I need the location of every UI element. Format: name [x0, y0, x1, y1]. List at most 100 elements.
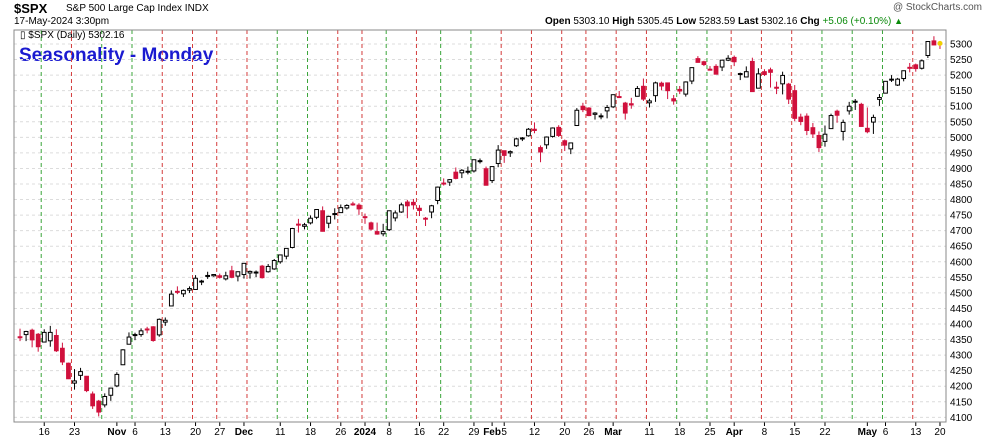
x-tick-label: 25 — [704, 427, 716, 438]
candle-body — [641, 85, 646, 100]
candle-body — [417, 207, 422, 211]
candle-body — [247, 270, 253, 274]
candle-body — [229, 270, 235, 278]
candle-body — [277, 254, 283, 263]
candle-body — [713, 65, 719, 75]
y-tick-label: 5050 — [950, 117, 973, 128]
candle-body — [320, 210, 326, 232]
candle-body — [175, 290, 180, 293]
candle-body — [695, 58, 701, 63]
x-tick-label: 26 — [583, 427, 595, 438]
candle-body — [616, 96, 622, 99]
x-tick-label: 26 — [335, 427, 347, 438]
candle-body — [737, 73, 743, 76]
x-tick-label: Nov — [107, 427, 126, 438]
x-tick-label: 12 — [529, 427, 541, 438]
candle-body — [411, 201, 416, 206]
chart-annotation: Seasonality - Monday — [19, 45, 214, 66]
open-value: 5303.10 — [573, 16, 610, 27]
candle-body — [513, 138, 519, 147]
high-label: High — [612, 16, 635, 27]
y-tick-label: 4850 — [950, 180, 973, 191]
candle-body — [72, 380, 77, 384]
y-tick-label: 4450 — [950, 304, 973, 315]
candle-body — [53, 335, 59, 352]
plot-frame — [13, 29, 947, 423]
candle-body — [707, 68, 713, 71]
candle-body — [235, 271, 241, 277]
candle-body — [181, 289, 186, 295]
y-tick-label: 4250 — [950, 366, 973, 377]
candle-body — [762, 71, 767, 75]
candle-body — [798, 116, 804, 122]
x-tick-label: Feb — [483, 427, 501, 438]
x-tick-label: 6 — [883, 427, 889, 438]
x-tick-label: 27 — [214, 427, 226, 438]
candle-body — [302, 224, 307, 227]
candle-body — [871, 116, 876, 123]
y-tick-label: 4100 — [950, 413, 973, 424]
candle-body — [840, 121, 846, 132]
candle-body — [126, 336, 132, 345]
x-tick-label: 22 — [819, 427, 831, 438]
candle-body — [483, 168, 489, 186]
x-tick-label: 16 — [39, 427, 51, 438]
x-tick-label: 18 — [674, 427, 686, 438]
y-tick-label: 4400 — [950, 320, 973, 331]
candle-body — [199, 280, 204, 283]
candle-body — [701, 61, 707, 66]
open-label: Open — [545, 16, 571, 27]
x-tick-label: 11 — [275, 427, 286, 438]
candle-body — [562, 140, 568, 146]
candle-body — [283, 247, 289, 257]
candle-body — [719, 59, 725, 68]
candle-body — [374, 231, 380, 235]
x-tick-label: Dec — [235, 427, 254, 438]
y-tick-label: 4600 — [950, 257, 973, 268]
candle-body — [931, 40, 937, 46]
candle-body — [647, 100, 652, 104]
quote-date: 17-May-2024 3:30pm — [14, 16, 110, 27]
x-tick-label: 20 — [934, 427, 946, 438]
candle-body — [532, 128, 537, 131]
brand-watermark: @ StockCharts.com — [892, 2, 982, 13]
candle-body — [822, 133, 828, 142]
candle-body — [205, 274, 211, 277]
candle-body — [120, 349, 126, 366]
candle-body — [253, 271, 259, 274]
candle-body — [423, 217, 428, 220]
x-tick-label: 13 — [160, 427, 172, 438]
candle-body — [290, 227, 295, 248]
candle-body — [610, 94, 616, 108]
candle-body — [556, 126, 562, 136]
candle-body — [501, 150, 507, 156]
chart-header: $SPX S&P 500 Large Cap Index INDX 17-May… — [0, 0, 990, 28]
candle-body — [60, 347, 65, 363]
candle-body — [332, 213, 338, 216]
candle-body — [144, 328, 150, 331]
candle-body — [780, 74, 785, 85]
x-tick-label: 18 — [305, 427, 317, 438]
candle-body — [852, 100, 858, 103]
symbol-description: S&P 500 Large Cap Index INDX — [66, 3, 209, 14]
chg-label: Chg — [800, 16, 820, 27]
candle-body — [211, 274, 217, 277]
y-tick-label: 5250 — [950, 55, 973, 66]
y-tick-label: 4650 — [950, 242, 973, 253]
candle-body — [296, 223, 301, 226]
y-tick-label: 5200 — [950, 71, 973, 82]
x-tick-label: May — [858, 427, 878, 438]
candle-body — [816, 134, 822, 149]
candle-body — [907, 66, 913, 69]
x-tick-label: 6 — [132, 427, 138, 438]
candle-body — [265, 265, 271, 273]
candle-body — [453, 171, 459, 179]
x-tick-label: 20 — [190, 427, 202, 438]
candle-body — [308, 217, 313, 224]
candle-body — [489, 166, 495, 182]
candle-body — [792, 90, 798, 119]
candle-body — [889, 78, 894, 81]
candle-body — [96, 400, 102, 413]
candle-body — [429, 205, 434, 213]
candle-body — [193, 277, 198, 290]
